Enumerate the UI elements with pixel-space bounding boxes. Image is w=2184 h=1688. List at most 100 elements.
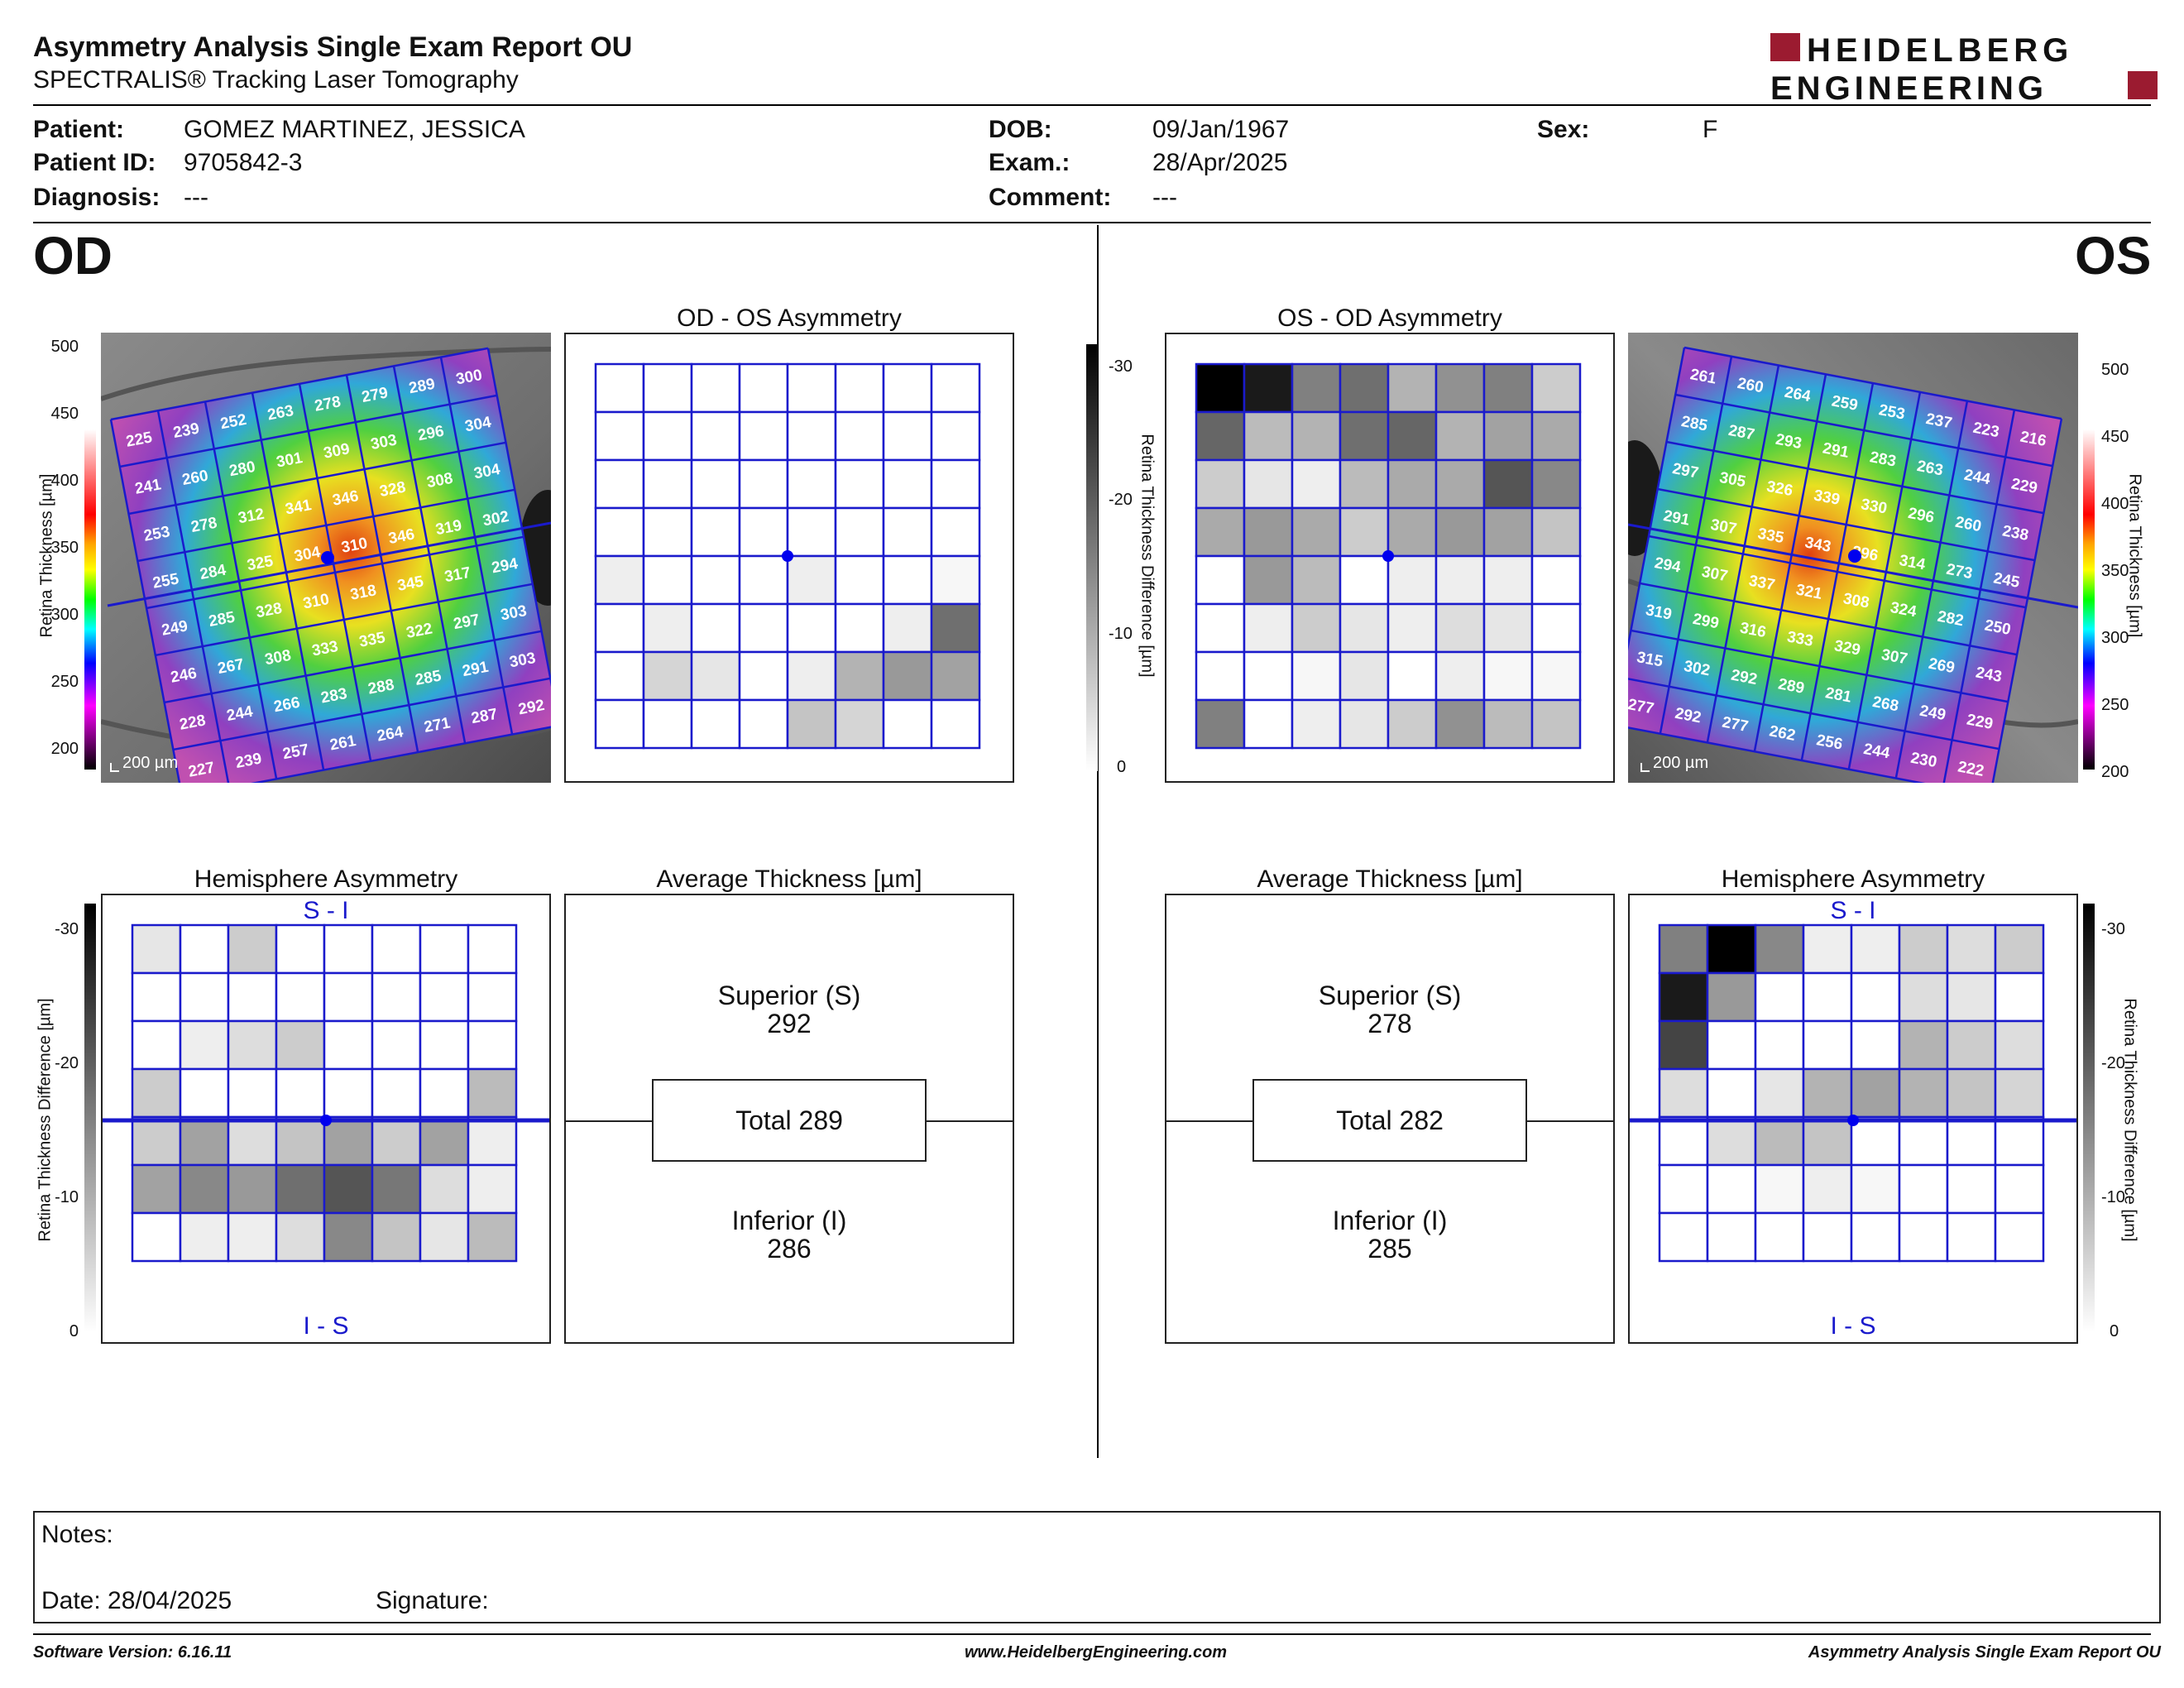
os-od-asym-cell	[1530, 602, 1582, 654]
od-os-asym-cell	[834, 602, 885, 654]
svg-text:ENGINEERING: ENGINEERING	[1770, 70, 2048, 104]
od-os-asym-cell	[882, 554, 933, 606]
od-os-asym-cell	[882, 602, 933, 654]
od-superior-label: Superior (S)	[717, 981, 861, 1010]
od-hemi-cell	[371, 923, 422, 975]
os-hemi-cell	[1802, 1211, 1853, 1263]
od-os-asym-cell	[690, 698, 741, 750]
os-od-asym-cell	[1339, 506, 1390, 558]
od-hemi-cell	[419, 1067, 470, 1119]
os-hemi-bottom-label: I - S	[1830, 1312, 1875, 1340]
od-hemi-cell	[131, 1067, 182, 1119]
od-thickness-ticks: 500 450 400 350 300 250 200	[50, 338, 79, 758]
patient-label: Patient:	[33, 116, 125, 143]
eye-label-od: OD	[33, 226, 113, 285]
os-hemi-cell	[1994, 1019, 2045, 1071]
os-od-asym-cell	[1243, 362, 1294, 414]
os-hemi-cell	[1946, 1163, 1997, 1215]
comment-label: Comment:	[989, 184, 1112, 211]
sex-label: Sex:	[1537, 116, 1590, 143]
od-hemi-cell	[419, 1163, 470, 1215]
os-od-asym-cell	[1291, 410, 1342, 462]
od-os-asym-cell	[834, 698, 885, 750]
os-od-asym-cell	[1243, 698, 1294, 750]
os-total-box: Total 282	[1252, 1079, 1527, 1162]
os-grid-line	[1631, 629, 2009, 703]
od-os-asym-cell	[594, 554, 645, 606]
os-od-asym-cell	[1434, 698, 1486, 750]
os-hemi-cell	[1994, 1211, 2045, 1263]
os-hemi-cell	[1898, 923, 1949, 975]
od-os-asym-cell	[738, 650, 789, 702]
os-od-asym-cell	[1291, 698, 1342, 750]
od-os-asym-cell	[834, 458, 885, 510]
os-od-asym-cell	[1195, 698, 1246, 750]
od-os-asym-cell	[690, 458, 741, 510]
od-os-asym-cell	[786, 554, 837, 606]
od-os-asym-cell	[690, 410, 741, 462]
os-od-asym-cell	[1530, 506, 1582, 558]
os-od-asym-cell	[1387, 554, 1438, 606]
od-hemi-colorbar	[84, 904, 96, 1332]
website-link[interactable]: www.HeidelbergEngineering.com	[965, 1643, 1228, 1662]
os-od-asym-cell	[1530, 698, 1582, 750]
os-scale-bar: 200 µm	[1653, 754, 1708, 772]
os-hemi-cell	[1994, 1115, 2045, 1167]
od-os-asym-cell	[930, 410, 981, 462]
od-os-asym-cell	[690, 554, 741, 606]
os-hemi-cell	[1994, 971, 2045, 1023]
od-hemi-cell	[467, 1019, 518, 1071]
os-hemi-axis-label: Retina Thickness Difference [µm]	[2120, 998, 2139, 1242]
od-avg-inferior: Inferior (I) 286	[566, 1206, 1013, 1263]
os-hemi-cell	[1706, 1211, 1757, 1263]
os-thickness-ticks: 500 450 400 350 300 250 200	[2101, 361, 2129, 781]
od-os-asym-cell	[738, 410, 789, 462]
od-os-asym-cell	[834, 650, 885, 702]
od-superior-value: 292	[767, 1009, 812, 1038]
od-hemi-ticks: -30 -20 -10 0	[55, 920, 79, 1340]
report-title: Asymmetry Analysis Single Exam Report OU	[33, 31, 633, 63]
os-hemi-cell	[1802, 1163, 1853, 1215]
od-hemi-cell	[467, 1067, 518, 1119]
os-hemi-cell	[1898, 1115, 1949, 1167]
od-hemi-cell	[467, 1163, 518, 1215]
os-od-asym-cell	[1291, 554, 1342, 606]
os-od-asym-panel	[1165, 333, 1615, 783]
od-hemi-cell	[323, 971, 374, 1023]
od-grid-line	[155, 583, 534, 657]
od-hemi-cell	[419, 1115, 470, 1167]
center-diff-axis-label: Retina Thickness Difference [µm]	[1138, 434, 1157, 678]
os-hemi-cell	[1802, 923, 1853, 975]
os-od-fovea-dot	[1382, 550, 1394, 562]
os-od-asym-cell	[1339, 602, 1390, 654]
os-hemi-cell	[1850, 1067, 1901, 1119]
os-od-asym-cell	[1482, 602, 1534, 654]
od-os-asym-cell	[786, 602, 837, 654]
od-thickness-colorbar	[84, 344, 96, 770]
os-od-asym-cell	[1195, 554, 1246, 606]
os-thickness-axis-label: Retina Thickness [µm]	[2125, 473, 2144, 638]
od-os-asym-cell	[594, 602, 645, 654]
os-od-asym-cell	[1434, 458, 1486, 510]
notes-box[interactable]: Notes: Date: 28/04/2025 Signature:	[33, 1511, 2161, 1623]
os-hemi-cell	[1802, 1019, 1853, 1071]
od-hemi-cell	[419, 1019, 470, 1071]
od-os-asym-cell	[690, 362, 741, 414]
od-hemi-cell	[179, 1211, 230, 1263]
os-grid-line	[1621, 676, 2000, 750]
os-od-asym-cell	[1195, 602, 1246, 654]
os-hemi-cell	[1658, 1211, 1709, 1263]
od-hemi-cell	[179, 971, 230, 1023]
os-hemi-cell	[1802, 971, 1853, 1023]
os-hemi-cell	[1850, 923, 1901, 975]
od-fundus-map: 225 239 252 263 278 279 289 300 241 260 280 301 309 3…	[100, 333, 576, 798]
os-hemi-cell	[1850, 1115, 1901, 1167]
eye-label-os: OS	[2075, 226, 2152, 285]
exam-date: 28/Apr/2025	[1152, 149, 1288, 176]
os-od-asym-cell	[1482, 506, 1534, 558]
os-hemi-top-label: S - I	[1830, 897, 1875, 924]
od-os-asym-cell	[594, 458, 645, 510]
dob-value: 09/Jan/1967	[1152, 116, 1290, 143]
od-os-asym-cell	[930, 506, 981, 558]
od-hemi-cell	[371, 1019, 422, 1071]
